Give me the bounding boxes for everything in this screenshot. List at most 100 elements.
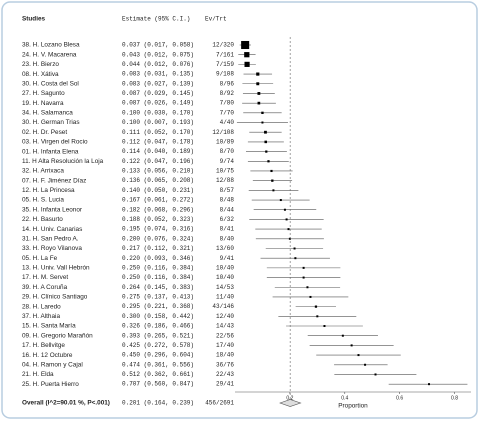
study-name: 13. H. Univ. Vall Hebrón [22,265,90,272]
estimate-label: 0.083 (0.027, 0.139) [122,80,194,87]
estimate-box [264,130,267,134]
estimate-box [267,160,270,163]
estimate-box [270,169,273,173]
count-label: 12/108 [212,129,234,136]
count-label: 8/70 [220,148,235,155]
estimate-box [271,179,274,182]
overall-estimate: 0.201 (0.164, 0.239) [122,400,194,407]
estimate-box [293,247,296,250]
study-name: 28. H. Laredo [22,303,61,310]
estimate-box [261,111,264,115]
estimate-label: 0.044 (0.012, 0.076) [122,61,194,68]
study-name: 38. H. Lozano Blesa [22,42,80,49]
estimate-box [257,101,261,105]
study-name: 19. H. Navarra [22,100,64,107]
x-tick-label: 0.4 [341,395,348,401]
count-label: 7/159 [216,61,234,68]
count-label: 36/76 [216,361,234,368]
estimate-label: 0.182 (0.068, 0.296) [122,206,194,213]
count-label: 8/44 [220,206,235,213]
x-tick-label: 0.2 [286,395,293,401]
estimate-label: 0.140 (0.050, 0.231) [122,187,194,194]
estimate-label: 0.250 (0.116, 0.384) [122,264,194,271]
count-label: 6/32 [220,216,235,223]
estimate-label: 0.512 (0.362, 0.661) [122,371,194,378]
study-name: 01. H. Infanta Elena [22,148,79,155]
estimate-label: 0.250 (0.116, 0.384) [122,274,194,281]
count-label: 17/40 [216,342,234,349]
study-name: 02. H. Dr. Peset [22,129,67,136]
study-name: 05. H. S. Lucia [22,197,64,204]
estimate-box [256,82,260,86]
count-label: 43/146 [212,303,234,310]
estimate-label: 0.450 (0.296, 0.604) [122,352,194,359]
estimate-label: 0.425 (0.272, 0.578) [122,342,194,349]
study-name: 34. H. Salamanca [22,110,73,117]
count-label: 29/41 [216,381,234,388]
estimate-label: 0.300 (0.158, 0.442) [122,313,194,320]
estimate-label: 0.200 (0.076, 0.324) [122,235,194,242]
count-label: 10/40 [216,274,234,281]
estimate-box [341,334,344,337]
study-name: 24. H. V. Macarena [22,51,77,58]
estimate-box [314,305,318,308]
study-name: 15. H. Santa María [22,323,76,330]
study-name: 11. H Alta Resolución la Loja [22,158,104,165]
estimate-label: 0.112 (0.047, 0.178) [122,138,194,145]
estimate-label: 0.326 (0.186, 0.466) [122,323,194,330]
study-name: 33. H. Royo Vilanova [22,245,82,252]
count-label: 8/57 [220,187,235,194]
study-name: 03. H. Virgen del Rocio [22,139,88,146]
estimate-box [306,286,309,289]
estimate-box [285,218,288,221]
estimate-box [283,208,286,211]
study-name: 23. H. Bierzo [22,61,59,68]
estimate-label: 0.122 (0.047, 0.196) [122,158,194,165]
count-label: 8/48 [220,197,235,204]
count-label: 18/40 [216,352,234,359]
column-header: Ev/Trt [205,16,227,23]
column-header: Studies [22,16,46,23]
study-name: 17. H. Bellvitge [22,342,65,349]
overall-name: Overall (I^2=90.01 %, P<.001) [22,399,110,407]
count-label: 9/74 [220,158,235,165]
count-label: 12/40 [216,313,234,320]
count-label: 7/161 [216,51,234,58]
study-name: 09. H. Gregorio Marañón [22,332,93,339]
estimate-box [265,150,268,153]
study-name: 16. H. 12 Octubre [22,352,73,359]
estimate-box [323,325,326,328]
study-name: 29. H. Clínico Santiago [22,294,88,301]
estimate-box [357,354,360,357]
estimate-label: 0.217 (0.112, 0.321) [122,245,194,252]
estimate-box [294,257,297,260]
count-label: 4/40 [220,119,235,126]
study-name: 08. H. Xátiva [22,71,59,78]
column-header: Estimate (95% C.I.) [122,16,190,23]
study-name: 27. H. Sagunto [22,90,65,97]
study-name: 12. H. La Princesa [22,187,75,194]
estimate-box [374,373,377,376]
study-name: 17. H. M. Servet [22,274,68,281]
study-name: 30. H. Costa del Sol [22,80,79,87]
study-name: 04. H. Ramon y Cajal [22,361,83,368]
study-name: 25. H. Puerta Hierro [22,381,79,388]
estimate-box [261,121,264,124]
study-name: 39. H. A Coruña [22,284,68,291]
estimate-box [244,61,250,67]
study-name: 32. H. Arrixaca [22,168,64,175]
study-name: 22. H. Basurto [22,216,63,223]
estimate-label: 0.393 (0.265, 0.521) [122,332,194,339]
count-label: 8/40 [220,235,235,242]
count-label: 10/89 [216,138,234,145]
study-name: 07. H. F. Jiménez Díaz [22,177,86,184]
estimate-label: 0.167 (0.061, 0.272) [122,197,194,204]
estimate-label: 0.275 (0.137, 0.413) [122,294,194,301]
count-label: 14/43 [216,323,234,330]
count-label: 8/96 [220,80,235,87]
estimate-label: 0.043 (0.012, 0.075) [122,51,194,58]
count-label: 10/75 [216,168,234,175]
x-tick-label: 0.8 [451,395,458,401]
study-name: 30. H. German Trias [22,119,80,126]
